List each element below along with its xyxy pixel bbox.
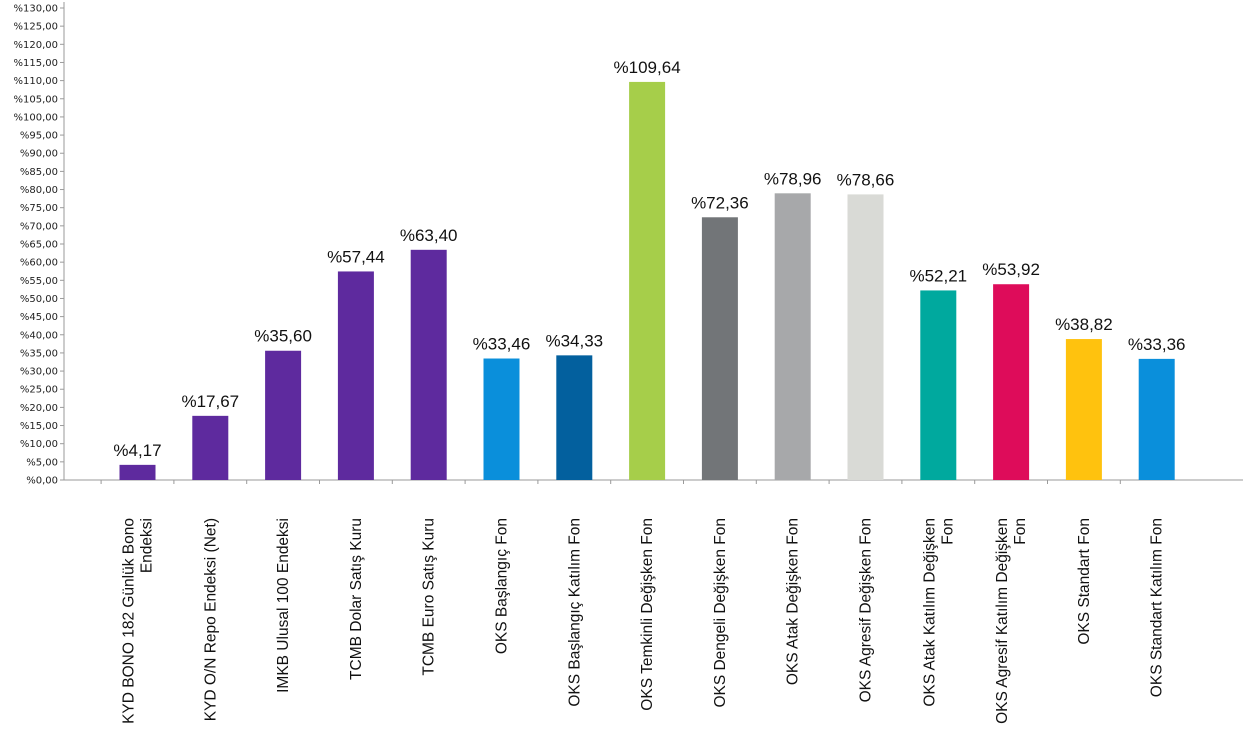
y-tick-label: %95,00 [20, 131, 58, 142]
y-tick-label: %55,00 [20, 276, 58, 287]
x-category-label: OKS Standart Katılım Fon [1149, 518, 1166, 697]
bar-value-label: %72,36 [691, 193, 749, 212]
y-tick-label: %5,00 [26, 457, 58, 468]
y-tick-label: %110,00 [14, 76, 59, 87]
x-category-label-group: OKS Başlangıç Katılım Fon [566, 518, 583, 707]
x-category-label-group: OKS Agresif Katılım Değişken Fon [994, 518, 1029, 724]
x-category-label: OKS Dengeli Değişken Fon [712, 518, 729, 708]
x-category-label-group: TCMB Dolar Satış Kuru [348, 518, 365, 680]
bar-value-label: %78,66 [837, 170, 895, 189]
bar-value-label: %78,96 [764, 169, 822, 188]
bar [774, 193, 811, 481]
y-axis: %0,00 %5,00 %10,00 %15,00 %20,00 %25,00 %30,00… [14, 2, 65, 487]
x-category-label-group: KYD BONO 182 Günlük Bono Endeksi [121, 518, 156, 724]
y-tick-label: %45,00 [20, 312, 58, 323]
x-category-label-group: OKS Başlangıç Fon [494, 518, 511, 654]
y-tick-label: %85,00 [20, 167, 58, 178]
y-tick-label: %60,00 [20, 258, 58, 269]
x-category-label: OKS Agresif Değişken Fon [858, 518, 875, 702]
category-labels-group: KYD BONO 182 Günlük Bono Endeksi KYD O/N R… [121, 518, 1166, 724]
bar-value-label: %34,33 [545, 331, 603, 350]
x-category-label-group: KYD O/N Repo Endeksi (Net) [202, 518, 219, 721]
y-tick-label: %70,00 [20, 221, 58, 232]
bar-value-label: %63,40 [400, 226, 458, 245]
y-tick-label: %0,00 [26, 476, 58, 487]
bar [1065, 339, 1102, 480]
x-category-label: KYD BONO 182 Günlük Bono [121, 518, 138, 724]
bar [337, 271, 374, 480]
x-axis [64, 479, 1243, 484]
bar [192, 415, 229, 480]
y-tick-label: %20,00 [20, 403, 58, 414]
bar-value-label: %57,44 [327, 247, 385, 266]
x-category-label: OKS Atak Katılım Değişken [921, 518, 938, 707]
x-category-label: OKS Başlangıç Katılım Fon [566, 518, 583, 707]
bar [483, 358, 520, 480]
x-category-label-group: IMKB Ulusal 100 Endeksi [275, 518, 292, 693]
x-category-label-group: OKS Standart Fon [1076, 518, 1093, 645]
bar [701, 217, 738, 481]
y-tick-label: %50,00 [20, 294, 58, 305]
bar [847, 194, 884, 480]
x-category-label-group: OKS Standart Katılım Fon [1149, 518, 1166, 697]
x-category-label: OKS Başlangıç Fon [494, 518, 511, 654]
x-category-label: KYD O/N Repo Endeksi (Net) [202, 518, 219, 721]
bar [993, 284, 1030, 480]
bar-value-label: %38,82 [1055, 315, 1113, 334]
bar [920, 290, 957, 480]
bar-value-label: %35,60 [254, 327, 312, 346]
y-tick-label: %125,00 [14, 22, 59, 33]
bar [119, 464, 156, 480]
y-tick-label: %40,00 [20, 330, 58, 341]
x-category-label: Endeksi [139, 518, 156, 573]
bar [629, 81, 666, 481]
y-tick-label: %80,00 [20, 185, 58, 196]
x-category-label: OKS Agresif Katılım Değişken [994, 518, 1011, 724]
y-tick-label: %65,00 [20, 240, 58, 251]
bar-value-label: %53,92 [982, 260, 1040, 279]
x-category-label-group: OKS Dengeli Değişken Fon [712, 518, 729, 708]
y-tick-label: %100,00 [14, 112, 59, 123]
x-category-label-group: TCMB Euro Satış Kuru [421, 518, 438, 676]
x-category-label-group: OKS Temkinli Değişken Fon [639, 518, 656, 711]
y-tick-label: %25,00 [20, 385, 58, 396]
y-tick-label: %105,00 [14, 94, 59, 105]
x-category-label: TCMB Dolar Satış Kuru [348, 518, 365, 680]
y-tick-label: %130,00 [14, 4, 59, 15]
y-tick-label: %90,00 [20, 149, 58, 160]
y-tick-label: %75,00 [20, 203, 58, 214]
bar-value-label: %109,64 [614, 58, 681, 77]
y-tick-label: %35,00 [20, 348, 58, 359]
y-tick-label: %10,00 [20, 439, 58, 450]
y-tick-label: %30,00 [20, 367, 58, 378]
x-category-label-group: OKS Atak Değişken Fon [785, 518, 802, 685]
bar-value-label: %33,46 [473, 335, 531, 354]
bar [265, 350, 302, 480]
x-category-label-group: OKS Atak Katılım Değişken Fon [921, 518, 956, 707]
y-tick-label: %15,00 [20, 421, 58, 432]
bar [556, 355, 593, 480]
value-labels-group: %4,17 %17,67 %35,60 %57,44 %63,40 %33,46 %34,3… [113, 58, 1185, 460]
bar [1138, 358, 1175, 480]
x-category-label: Fon [1012, 518, 1029, 545]
bar-value-label: %52,21 [909, 266, 967, 285]
bars-group [119, 81, 1175, 481]
x-category-label: TCMB Euro Satış Kuru [421, 518, 438, 676]
x-category-label: OKS Temkinli Değişken Fon [639, 518, 656, 711]
x-category-label: IMKB Ulusal 100 Endeksi [275, 518, 292, 693]
bar-value-label: %17,67 [181, 392, 239, 411]
bar-value-label: %33,36 [1128, 335, 1186, 354]
y-tick-label: %115,00 [14, 58, 59, 69]
x-category-label: OKS Atak Değişken Fon [785, 518, 802, 685]
bar-value-label: %4,17 [113, 441, 161, 460]
x-category-label: OKS Standart Fon [1076, 518, 1093, 645]
y-tick-label: %120,00 [14, 40, 59, 51]
x-category-label: Fon [939, 518, 956, 545]
x-category-label-group: OKS Agresif Değişken Fon [858, 518, 875, 702]
bar [410, 249, 447, 480]
